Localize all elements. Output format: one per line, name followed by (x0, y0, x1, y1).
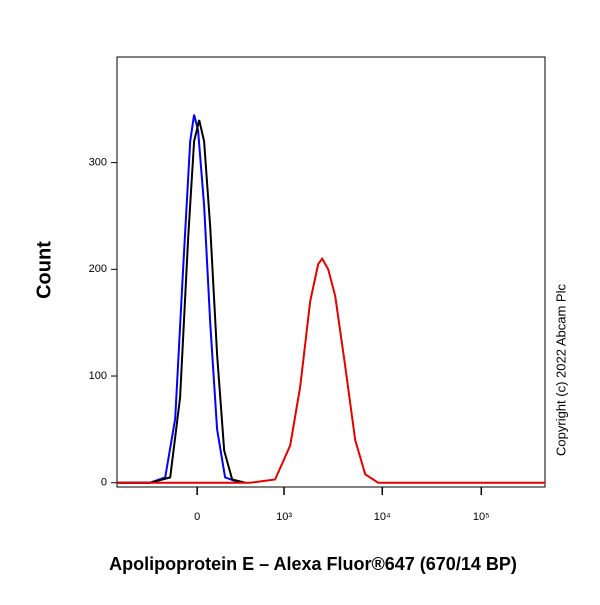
x-tick-label: 10⁵ (473, 511, 490, 523)
x-tick-label: 10⁴ (374, 511, 391, 523)
histogram-line (117, 256, 545, 484)
histogram-line (117, 114, 241, 484)
copyright: Copyright (c) 2022 Abcam Plc (553, 284, 568, 456)
x-tick-label: 0 (194, 511, 200, 523)
histogram-line (117, 119, 246, 484)
y-axis-label: Count (33, 241, 55, 299)
y-tick-label: 300 (89, 157, 107, 169)
plot-frame (116, 56, 546, 488)
x-axis-label: Apolipoprotein E – Alexa Fluor®647 (670/… (109, 554, 517, 574)
y-tick-label: 200 (89, 263, 107, 275)
y-tick-label: 100 (89, 370, 107, 382)
x-tick-label: 10³ (276, 511, 292, 523)
y-tick-label: 0 (101, 477, 107, 489)
